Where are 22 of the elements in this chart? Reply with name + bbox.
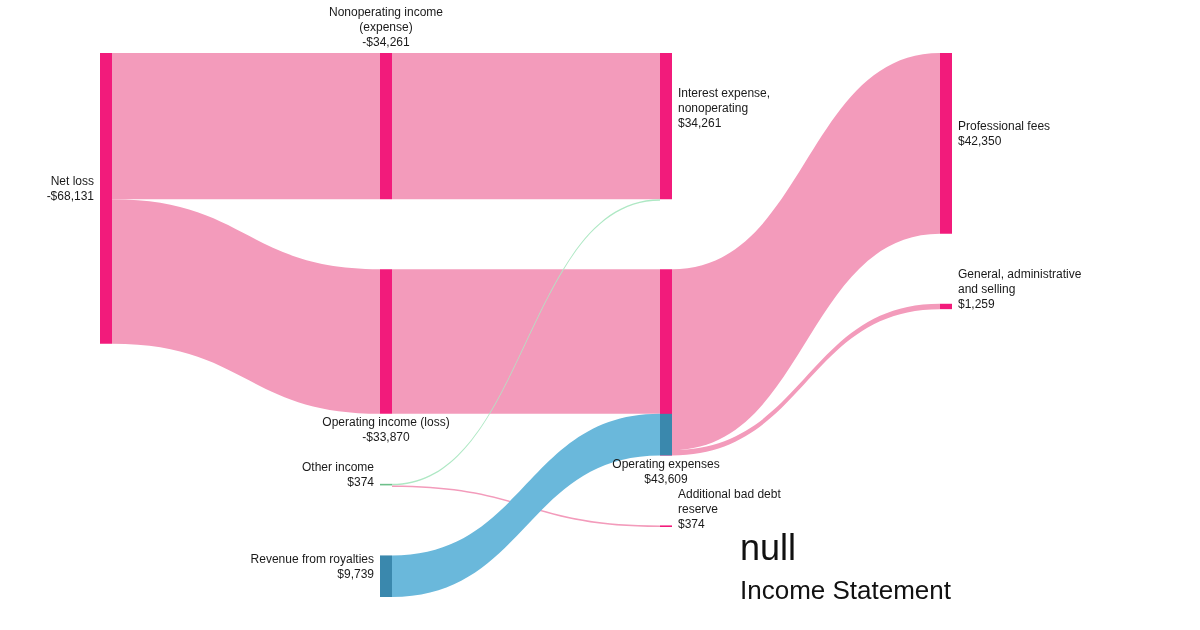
text: null	[740, 526, 797, 568]
category-label: Interest expense, nonoperating	[678, 86, 771, 116]
category-label: Net loss	[50, 173, 94, 188]
data-label: -$33,870	[362, 430, 411, 445]
data-label: $374	[678, 516, 706, 531]
category-label: Nonoperating income (expense)	[328, 5, 444, 35]
category-label: Professional fees	[958, 118, 1051, 133]
data-label: $9,739	[337, 566, 375, 581]
category-label: Operating income (loss)	[322, 415, 450, 430]
category-label: General, administrative and selling	[958, 266, 1082, 296]
category-label: Operating expenses	[612, 456, 720, 471]
data-label: $42,350	[958, 133, 1002, 148]
data-label: -$68,131	[46, 188, 95, 203]
category-label: Additional bad debt reserve	[678, 486, 782, 516]
text: Income Statement	[740, 575, 952, 606]
data-label: -$34,261	[362, 35, 411, 50]
category-label: Revenue from royalties	[250, 551, 374, 566]
data-label: $374	[347, 474, 375, 489]
data-label: $1,259	[958, 296, 996, 311]
data-label: $34,261	[678, 116, 722, 131]
data-label: $43,609	[644, 471, 689, 486]
category-label: Other income	[301, 459, 375, 474]
